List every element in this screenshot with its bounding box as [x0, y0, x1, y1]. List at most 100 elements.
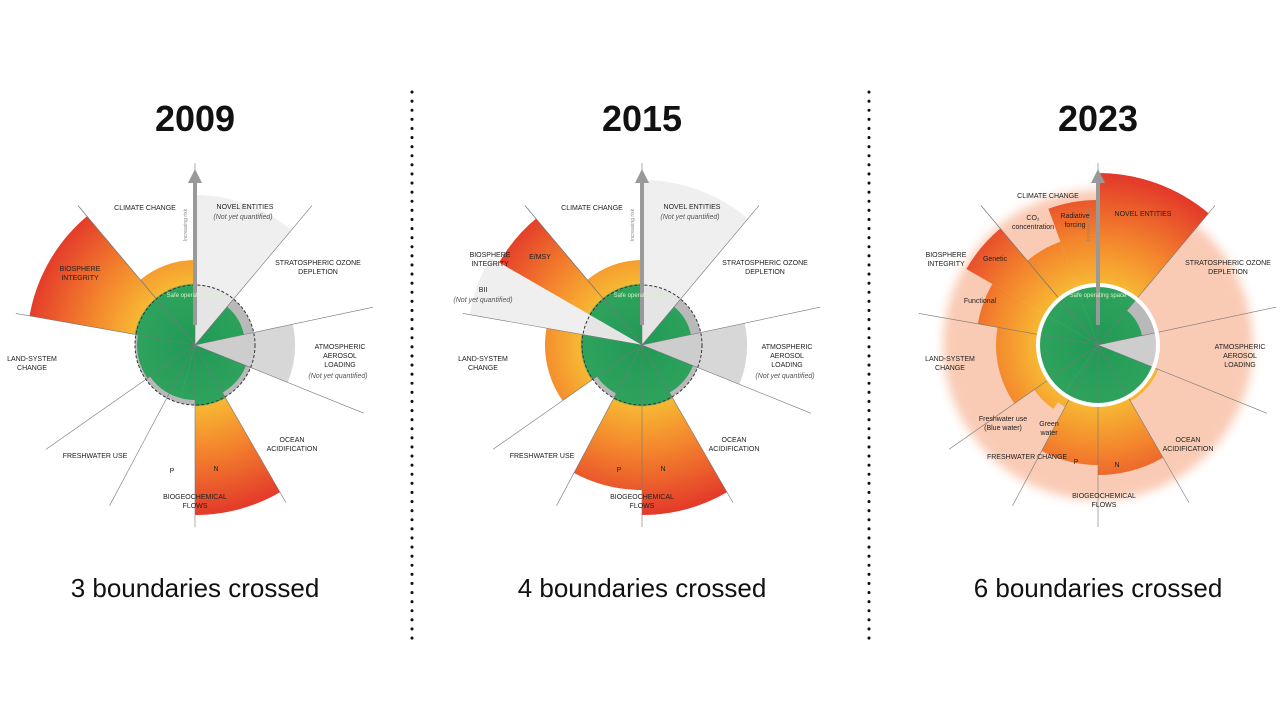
unquantified-wedge	[1098, 332, 1156, 367]
spoke	[948, 344, 1099, 450]
caption: 3 boundaries crossed	[71, 573, 320, 603]
boundary-label: STRATOSPHERIC OZONE	[722, 260, 808, 267]
boundary-label: AEROSOL	[1223, 353, 1257, 360]
boundary-wedge	[996, 327, 1098, 404]
unquantified-wedge	[195, 324, 295, 383]
arrow-head	[1091, 169, 1105, 183]
boundary-wedge	[140, 260, 195, 345]
boundary-label: water	[1039, 430, 1058, 437]
caption: 6 boundaries crossed	[974, 573, 1223, 603]
boundary-wedge	[180, 345, 195, 400]
boundary-label: ACIDIFICATION	[267, 446, 318, 453]
boundary-label: INTEGRITY	[471, 261, 509, 268]
boundary-wedge	[642, 345, 693, 393]
spoke	[492, 344, 643, 450]
arrow-head	[188, 169, 202, 183]
spoke	[109, 344, 196, 506]
boundary-label: LAND-SYSTEM	[7, 356, 57, 363]
boundary-label: BIOGEOCHEMICAL	[163, 494, 227, 501]
axis-label: Increasing risk	[1086, 208, 1092, 241]
spoke	[1097, 306, 1277, 346]
spoke	[462, 313, 643, 346]
arrow-head	[635, 169, 649, 183]
spoke	[1097, 344, 1190, 503]
safe-label: Safe operating space	[167, 293, 224, 299]
boundary-diagram: Increasing risk Safe operating space 2009 3…	[7, 98, 374, 603]
boundary-label: FRESHWATER USE	[510, 453, 575, 460]
spoke	[194, 205, 313, 346]
boundary-label: Green	[1039, 421, 1059, 428]
year: 2009	[155, 98, 235, 139]
boundary-label: OCEAN	[722, 437, 747, 444]
boundary-label: (Not yet quantified)	[660, 214, 719, 221]
boundary-label: OCEAN	[280, 437, 305, 444]
boundary-wedge	[195, 345, 280, 515]
spoke	[641, 306, 821, 346]
boundary-label: Genetic	[983, 256, 1008, 263]
boundary-label: CHANGE	[17, 365, 47, 372]
boundary-label: LAND-SYSTEM	[458, 356, 508, 363]
boundary-label: forcing	[1064, 222, 1085, 229]
boundary-label: CO₂	[1026, 215, 1040, 222]
axis-label: Increasing risk	[630, 208, 636, 241]
year: 2023	[1058, 98, 1138, 139]
boundary-label: Radiative	[1060, 213, 1089, 220]
boundary-label: CLIMATE CHANGE	[1017, 193, 1079, 200]
boundary-label: INTEGRITY	[61, 275, 99, 282]
boundary-label: AEROSOL	[770, 353, 804, 360]
boundary-wedge	[587, 260, 642, 345]
boundary-label: (Not yet quantified)	[453, 297, 512, 304]
boundary-label: ATMOSPHERIC	[762, 344, 813, 351]
boundary-label: N	[660, 466, 665, 473]
boundary-wedge	[977, 284, 1098, 345]
boundary-label: NOVEL ENTITIES	[217, 204, 274, 211]
unquantified-wedge	[642, 323, 747, 385]
unquantified-wedge	[642, 180, 749, 345]
boundary-label: ACIDIFICATION	[709, 446, 760, 453]
boundary-label: LOADING	[324, 362, 356, 369]
boundary-label: FLOWS	[183, 503, 208, 510]
axis-label: Increasing risk	[183, 208, 189, 241]
boundary-label: LOADING	[1224, 362, 1256, 369]
boundary-wedge	[1034, 345, 1098, 409]
boundary-wedge	[1048, 200, 1098, 345]
boundary-label: BIOSPHERE	[926, 252, 967, 259]
spoke	[194, 344, 287, 503]
spoke	[641, 344, 811, 414]
safe-label: Safe operating space	[1070, 293, 1127, 299]
boundary-label: DEPLETION	[745, 269, 785, 276]
boundary-label: CHANGE	[935, 365, 965, 372]
spoke	[1097, 344, 1267, 414]
boundary-label: CLIMATE CHANGE	[114, 205, 176, 212]
boundary-label: AEROSOL	[323, 353, 357, 360]
boundary-label: ATMOSPHERIC	[315, 344, 366, 351]
boundary-wedge	[195, 345, 246, 393]
boundary-label: LAND-SYSTEM	[925, 356, 975, 363]
boundary-label: CLIMATE CHANGE	[561, 205, 623, 212]
unquantified-wedge	[195, 195, 292, 345]
spoke	[918, 313, 1099, 346]
boundary-wedge	[1027, 241, 1098, 345]
spoke	[641, 205, 760, 346]
spoke	[980, 205, 1099, 346]
boundary-label: Functional	[964, 298, 997, 305]
boundary-wedge	[195, 306, 244, 345]
boundary-label: BIOSPHERE	[60, 266, 101, 273]
boundary-label: OCEAN	[1176, 437, 1201, 444]
boundary-diagram: Increasing risk Safe operating space 2015 4…	[453, 98, 821, 603]
boundary-label: (Blue water)	[984, 425, 1022, 432]
boundary-label: INTEGRITY	[927, 261, 965, 268]
boundary-wedge	[642, 306, 691, 345]
spoke	[45, 344, 196, 450]
spoke	[1012, 344, 1099, 506]
spoke	[556, 344, 643, 506]
boundary-label: STRATOSPHERIC OZONE	[275, 260, 361, 267]
spoke	[77, 205, 196, 346]
boundary-label: LOADING	[771, 362, 803, 369]
boundary-wedge	[1098, 345, 1163, 475]
boundary-label: BIOSPHERE	[470, 252, 511, 259]
boundary-label: BII	[479, 287, 488, 294]
boundary-wedge	[29, 216, 196, 345]
boundary-label: (Not yet quantified)	[308, 373, 367, 380]
boundary-label: Freshwater use	[979, 416, 1027, 423]
